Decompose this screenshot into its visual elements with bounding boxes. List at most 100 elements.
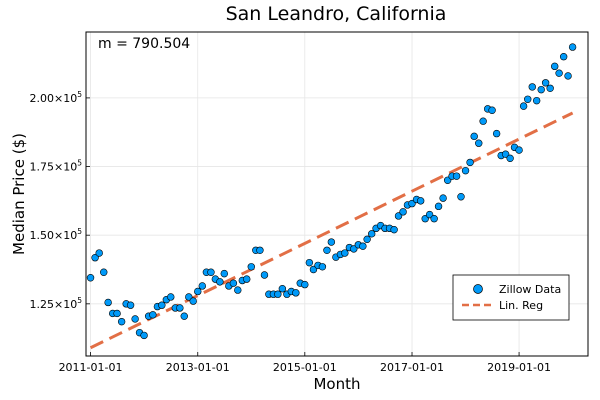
data-point bbox=[95, 249, 103, 257]
data-point bbox=[537, 85, 545, 94]
data-point bbox=[568, 43, 577, 51]
data-point bbox=[519, 102, 528, 110]
data-point bbox=[189, 297, 197, 305]
x-tick-label: 2017-01-01 bbox=[380, 361, 444, 374]
y-tick-label: 1.75×105 bbox=[30, 159, 83, 174]
data-point bbox=[551, 62, 559, 71]
data-point bbox=[274, 290, 282, 298]
data-point bbox=[506, 154, 514, 163]
data-point bbox=[198, 282, 206, 290]
data-point bbox=[390, 225, 398, 234]
data-point bbox=[555, 69, 563, 77]
data-point bbox=[292, 289, 300, 297]
data-point bbox=[452, 172, 461, 180]
data-point bbox=[515, 146, 523, 154]
slope-annotation: m = 790.504 bbox=[98, 36, 190, 52]
data-point bbox=[470, 132, 478, 141]
data-point bbox=[488, 106, 496, 114]
legend-label-linreg: Lin. Reg bbox=[499, 299, 543, 312]
x-tick-label: 2019-01-01 bbox=[487, 361, 551, 374]
y-tick-label: 1.50×105 bbox=[30, 227, 83, 242]
data-point bbox=[86, 274, 95, 282]
legend: Zillow Data Lin. Reg bbox=[452, 274, 570, 321]
data-point bbox=[220, 269, 228, 278]
data-point bbox=[327, 238, 336, 246]
y-tick-label: 2.00×105 bbox=[30, 90, 83, 105]
data-point bbox=[564, 72, 572, 80]
data-point bbox=[100, 268, 108, 276]
data-point bbox=[439, 194, 447, 202]
chart-title: San Leandro, California bbox=[226, 3, 447, 25]
data-point bbox=[501, 150, 510, 158]
data-point bbox=[207, 268, 215, 276]
data-point bbox=[176, 304, 184, 312]
data-point bbox=[425, 210, 434, 219]
scatter-points bbox=[86, 43, 577, 340]
data-point bbox=[434, 202, 443, 211]
data-point bbox=[394, 212, 403, 220]
data-point bbox=[430, 215, 438, 223]
x-tick-label: 2013-01-01 bbox=[166, 361, 230, 374]
data-point bbox=[492, 129, 501, 138]
data-point bbox=[247, 263, 255, 271]
data-point bbox=[216, 278, 224, 286]
data-point bbox=[91, 254, 99, 262]
data-point bbox=[256, 246, 264, 254]
data-point bbox=[260, 271, 269, 279]
data-point bbox=[243, 275, 251, 283]
legend-label-zillow: Zillow Data bbox=[499, 283, 561, 296]
data-point bbox=[457, 193, 465, 201]
regression-line-path bbox=[89, 111, 574, 350]
data-point bbox=[479, 117, 487, 125]
plot-frame bbox=[85, 31, 589, 357]
y-tick-label: 1.25×105 bbox=[30, 296, 83, 311]
data-point bbox=[229, 279, 238, 287]
data-point bbox=[532, 96, 541, 105]
data-point bbox=[363, 235, 371, 244]
data-point bbox=[408, 199, 416, 208]
data-point bbox=[475, 139, 483, 147]
data-point bbox=[140, 331, 148, 340]
x-tick-labels: 2011-01-01 2013-01-01 2015-01-01 2017-01-01… bbox=[59, 361, 551, 374]
data-point bbox=[559, 53, 568, 61]
data-point bbox=[104, 298, 112, 307]
regression-line bbox=[89, 111, 574, 350]
data-point bbox=[149, 311, 157, 319]
x-axis-label: Month bbox=[313, 375, 360, 393]
data-point bbox=[541, 79, 550, 87]
data-point bbox=[117, 317, 126, 326]
data-point bbox=[528, 83, 536, 91]
data-point bbox=[167, 293, 175, 301]
data-point bbox=[126, 301, 135, 309]
data-point bbox=[416, 197, 425, 205]
x-tick-label: 2011-01-01 bbox=[59, 361, 123, 374]
data-point bbox=[158, 301, 166, 309]
data-point bbox=[278, 285, 287, 293]
data-point bbox=[367, 230, 376, 238]
data-point bbox=[546, 84, 554, 92]
data-point bbox=[399, 208, 407, 216]
data-point bbox=[301, 280, 309, 289]
y-tick-labels: 1.25×105 1.50×105 1.75×105 2.00×105 bbox=[30, 90, 83, 311]
legend-box bbox=[452, 274, 570, 321]
data-point bbox=[461, 166, 470, 175]
y-axis-label: Median Price ($) bbox=[10, 133, 28, 255]
data-point bbox=[341, 249, 349, 257]
data-point bbox=[350, 245, 358, 253]
data-point bbox=[234, 286, 242, 294]
data-point bbox=[180, 312, 188, 320]
x-tick-label: 2015-01-01 bbox=[273, 361, 337, 374]
legend-marker-zillow bbox=[473, 284, 483, 294]
data-point bbox=[194, 287, 202, 296]
data-point bbox=[524, 95, 532, 103]
data-point bbox=[323, 246, 331, 254]
data-point bbox=[113, 309, 121, 318]
data-point bbox=[318, 263, 327, 271]
data-point bbox=[466, 158, 474, 167]
data-point bbox=[309, 265, 318, 274]
data-point bbox=[131, 315, 139, 323]
data-point bbox=[305, 258, 314, 267]
data-point bbox=[359, 242, 367, 250]
grid-lines bbox=[86, 32, 588, 356]
